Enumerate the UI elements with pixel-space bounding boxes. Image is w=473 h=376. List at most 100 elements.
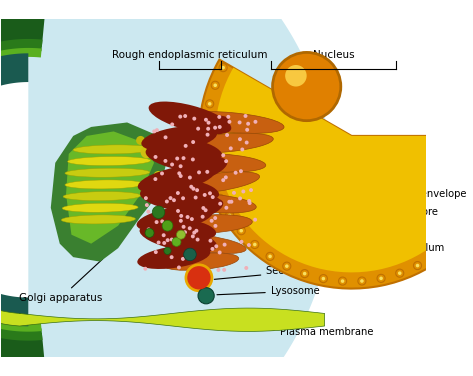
Circle shape <box>445 240 453 248</box>
Circle shape <box>166 238 170 242</box>
Circle shape <box>398 271 402 275</box>
Circle shape <box>249 188 253 192</box>
Circle shape <box>193 117 196 121</box>
Circle shape <box>197 170 201 174</box>
Circle shape <box>206 100 214 108</box>
Circle shape <box>213 216 217 220</box>
Ellipse shape <box>170 180 219 200</box>
Circle shape <box>254 120 257 124</box>
Circle shape <box>218 125 222 129</box>
Circle shape <box>193 196 198 200</box>
Circle shape <box>179 174 183 178</box>
Circle shape <box>238 196 242 200</box>
Polygon shape <box>0 209 324 331</box>
Ellipse shape <box>167 215 252 233</box>
Circle shape <box>228 200 231 204</box>
Text: Nuclear pore: Nuclear pore <box>363 191 438 217</box>
Circle shape <box>172 237 181 246</box>
Circle shape <box>253 218 257 221</box>
Polygon shape <box>65 180 144 189</box>
Circle shape <box>209 239 212 243</box>
Ellipse shape <box>175 133 273 153</box>
Ellipse shape <box>171 198 223 221</box>
Circle shape <box>240 147 244 152</box>
Circle shape <box>226 211 234 219</box>
Circle shape <box>189 185 193 189</box>
Circle shape <box>247 243 251 247</box>
Circle shape <box>191 234 195 238</box>
Circle shape <box>283 262 291 270</box>
Circle shape <box>205 121 209 125</box>
Ellipse shape <box>172 153 266 172</box>
Circle shape <box>253 243 256 246</box>
Circle shape <box>217 268 220 272</box>
Circle shape <box>206 133 210 136</box>
Circle shape <box>319 274 327 283</box>
Circle shape <box>245 128 249 132</box>
Circle shape <box>184 248 196 261</box>
Circle shape <box>232 191 236 195</box>
Circle shape <box>228 214 231 217</box>
Circle shape <box>208 191 212 195</box>
Circle shape <box>202 119 211 127</box>
Circle shape <box>241 190 245 194</box>
Circle shape <box>285 65 307 86</box>
Circle shape <box>184 144 188 148</box>
Circle shape <box>192 187 195 191</box>
Circle shape <box>237 227 245 235</box>
Circle shape <box>144 196 148 200</box>
Circle shape <box>166 223 170 227</box>
Circle shape <box>204 158 212 165</box>
Polygon shape <box>0 53 28 326</box>
Circle shape <box>183 114 187 118</box>
Circle shape <box>145 203 149 207</box>
Circle shape <box>155 220 158 224</box>
Circle shape <box>303 272 307 275</box>
Circle shape <box>164 135 167 139</box>
Circle shape <box>207 160 210 163</box>
Ellipse shape <box>167 220 216 239</box>
Circle shape <box>184 264 213 292</box>
Circle shape <box>152 129 156 133</box>
Circle shape <box>153 171 164 182</box>
Circle shape <box>154 155 158 159</box>
Circle shape <box>145 228 154 237</box>
Circle shape <box>179 214 183 218</box>
Circle shape <box>157 241 160 244</box>
Circle shape <box>228 120 231 124</box>
Ellipse shape <box>166 234 246 253</box>
Circle shape <box>301 270 309 277</box>
Circle shape <box>206 127 210 131</box>
Ellipse shape <box>140 185 222 212</box>
Circle shape <box>162 241 166 245</box>
Circle shape <box>203 193 207 197</box>
Text: Ribosomes: Ribosomes <box>269 213 388 235</box>
Circle shape <box>218 250 222 255</box>
Wedge shape <box>199 60 473 288</box>
Ellipse shape <box>172 138 222 161</box>
Circle shape <box>210 219 214 223</box>
Circle shape <box>191 158 195 161</box>
Circle shape <box>136 136 145 145</box>
Polygon shape <box>28 0 333 376</box>
Polygon shape <box>0 39 43 341</box>
Polygon shape <box>0 48 42 332</box>
Circle shape <box>341 279 344 283</box>
Text: Secretory Vesicle: Secretory Vesicle <box>214 265 352 279</box>
Circle shape <box>225 133 229 137</box>
Circle shape <box>146 210 150 214</box>
Circle shape <box>447 242 451 246</box>
Circle shape <box>416 264 420 267</box>
Circle shape <box>155 128 159 132</box>
Circle shape <box>229 146 233 150</box>
Text: Lysosome: Lysosome <box>217 286 320 296</box>
Circle shape <box>191 140 195 144</box>
Circle shape <box>237 120 242 124</box>
Circle shape <box>194 229 198 233</box>
Circle shape <box>160 171 164 176</box>
Circle shape <box>266 252 274 261</box>
Ellipse shape <box>141 126 217 151</box>
Circle shape <box>223 243 227 247</box>
Circle shape <box>244 114 247 118</box>
Circle shape <box>377 274 385 282</box>
